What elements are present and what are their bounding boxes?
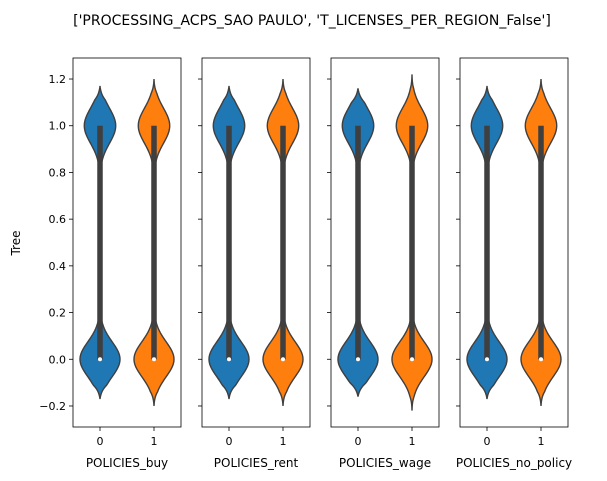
- y-tick-label: 0.0: [49, 353, 67, 366]
- violin-median-dot: [281, 357, 285, 362]
- subplot-frame: [201, 57, 311, 428]
- x-tick-label: 1: [538, 435, 545, 448]
- subplot-panels: −0.2 0.0 0.2 0.4 0.6 0.8 1.0 1.2 0 1 POLICIES_buy 0…: [39, 57, 572, 470]
- x-tick-label: 1: [151, 435, 158, 448]
- violin-median-dot: [410, 357, 414, 362]
- x-axis-label: POLICIES_no_policy: [456, 456, 572, 470]
- x-axis-label: POLICIES_buy: [86, 456, 168, 470]
- y-tick-label: −0.2: [39, 400, 66, 413]
- x-axis-label: POLICIES_rent: [214, 456, 299, 470]
- y-tick-label: 0.4: [49, 260, 67, 273]
- x-tick-label: 0: [484, 435, 491, 448]
- violin-median-dot: [539, 357, 543, 362]
- x-tick-label: 0: [226, 435, 233, 448]
- y-tick-label: 1.2: [49, 73, 67, 86]
- violin-median-dot: [152, 357, 156, 362]
- violin-median-dot: [227, 357, 231, 362]
- subplot-frame: [459, 57, 569, 428]
- x-tick-label: 0: [97, 435, 104, 448]
- y-tick-label: 1.0: [49, 120, 67, 133]
- x-tick-label: 1: [280, 435, 287, 448]
- violin-median-dot: [98, 357, 102, 362]
- x-axis-label: POLICIES_wage: [339, 456, 431, 470]
- violin-median-dot: [356, 357, 360, 362]
- subplot-frame: [330, 57, 440, 428]
- y-tick-label: 0.6: [49, 213, 67, 226]
- chart-title: ['PROCESSING_ACPS_SAO PAULO', 'T_LICENSE…: [73, 13, 551, 29]
- subplot-frame: [72, 57, 182, 428]
- x-tick-label: 0: [355, 435, 362, 448]
- y-axis-label: Tree: [9, 230, 23, 256]
- y-tick-label: 0.8: [49, 166, 67, 179]
- y-tick-label: 0.2: [49, 307, 67, 320]
- x-tick-label: 1: [409, 435, 416, 448]
- violin-median-dot: [485, 357, 489, 362]
